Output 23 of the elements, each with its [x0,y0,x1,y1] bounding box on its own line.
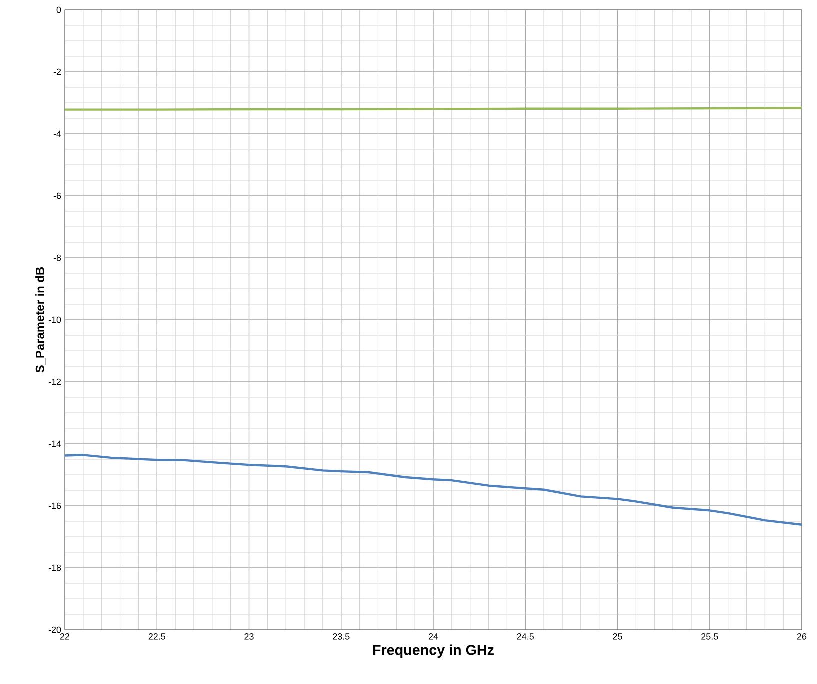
y-tick-label: 0 [56,6,62,14]
y-axis-title: S_Parameter in dB [36,267,46,373]
x-tick-label: 23 [244,634,254,640]
x-tick-label: 22.5 [148,634,166,640]
x-tick-label: 25 [613,634,622,640]
y-tick-label: -4 [54,130,62,138]
y-tick-label: -6 [54,192,62,200]
x-tick-label: 24.5 [517,634,534,640]
y-tick-label: -8 [54,254,62,262]
line-series [65,454,802,526]
x-tick-label: 25.5 [702,634,718,640]
y-tick-label: -10 [48,316,62,324]
y-tick-label: -20 [48,626,62,634]
x-tick-label: 26 [797,634,807,640]
y-tick-label: -2 [54,68,62,76]
y-tick-label: -18 [48,564,62,572]
x-tick-label: 24 [428,634,438,640]
x-axis-title: Frequency in GHz [373,644,494,658]
y-tick-label: -14 [48,440,62,448]
x-tick-label: 23.5 [333,634,350,640]
y-tick-label: -12 [48,378,62,386]
y-tick-label: -16 [48,502,62,510]
x-tick-label: 22 [60,634,70,640]
